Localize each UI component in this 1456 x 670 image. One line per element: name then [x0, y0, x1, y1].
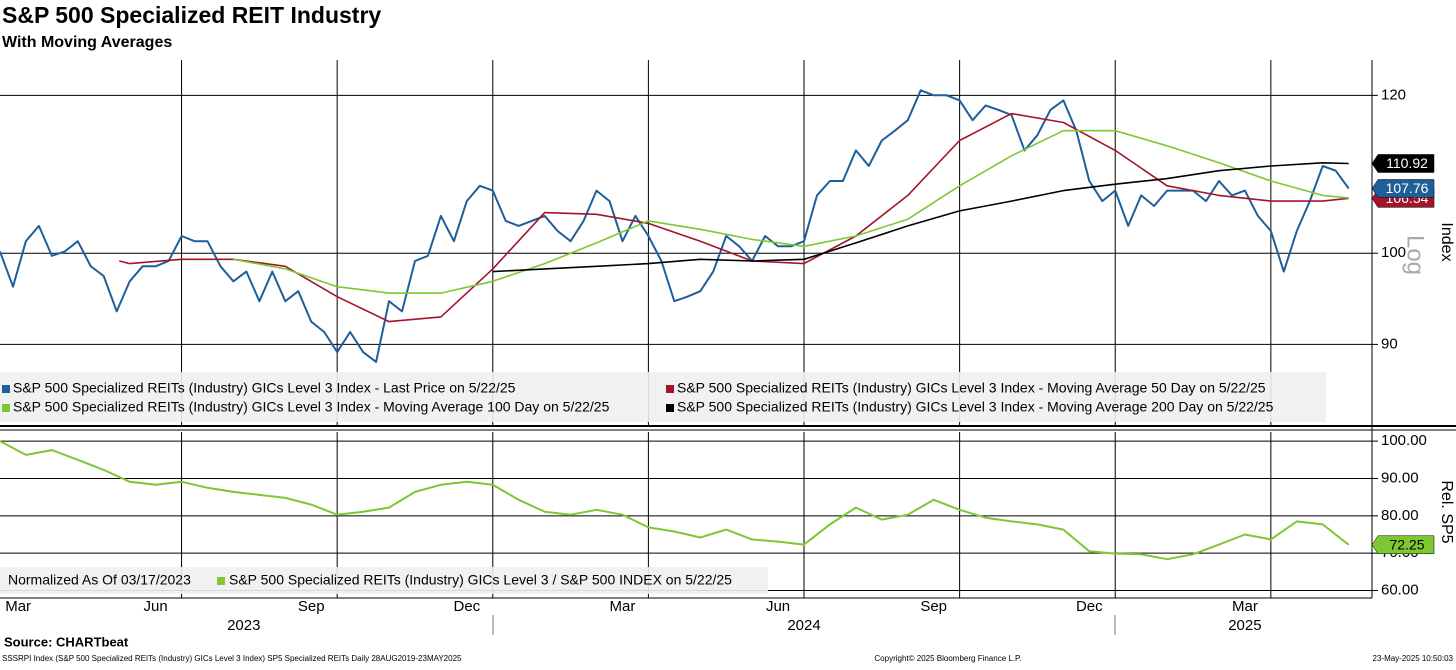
x-tick-label: Mar — [610, 598, 636, 615]
legend-label: S&P 500 Specialized REITs (Industry) GIC… — [677, 380, 1266, 396]
x-tick-label: Sep — [920, 598, 947, 615]
end-label: 110.92 — [1386, 155, 1428, 171]
end-label-box — [1371, 154, 1435, 173]
y-tick-label: 60.00 — [1381, 581, 1419, 598]
y-tick-label: 80.00 — [1381, 507, 1419, 524]
y-tick-label: 100.00 — [1381, 432, 1427, 449]
chart-title: S&P 500 Specialized REIT Industry — [2, 2, 381, 28]
series-line — [233, 129, 1349, 294]
x-tick-label: Dec — [1076, 598, 1103, 615]
x-tick-label: Dec — [453, 598, 480, 615]
series-line — [0, 89, 1350, 363]
legend-label: S&P 500 Specialized REITs (Industry) GIC… — [13, 399, 610, 415]
end-label: 72.25 — [1389, 536, 1424, 552]
end-label: 107.76 — [1386, 180, 1429, 196]
legend-box — [0, 372, 1326, 422]
legend-swatch — [666, 404, 674, 412]
x-tick-label: Sep — [298, 598, 325, 615]
legend-swatch — [666, 385, 674, 393]
log-scale-label: Log — [1402, 235, 1429, 275]
x-year-label: 2024 — [787, 617, 820, 634]
series-line — [0, 440, 1350, 561]
legend-label: S&P 500 Specialized REITs (Industry) GIC… — [229, 572, 732, 588]
y-axis-label: Index — [1438, 222, 1455, 261]
source: Source: CHARTbeat — [4, 634, 129, 649]
footer-left: SSSRPI Index (S&P 500 Specialized REITs … — [2, 654, 462, 663]
legend-label: S&P 500 Specialized REITs (Industry) GIC… — [13, 380, 516, 396]
x-tick-label: Mar — [5, 598, 31, 615]
legend-swatch — [2, 404, 10, 412]
footer-right: 23-May-2025 10:50:03 — [1373, 654, 1454, 663]
y-tick-label: 90.00 — [1381, 469, 1419, 486]
y-tick-label: 90 — [1381, 335, 1398, 352]
end-label-box — [1371, 535, 1435, 555]
legend-swatch — [217, 577, 225, 585]
footer-center: Copyright© 2025 Bloomberg Finance L.P. — [874, 654, 1021, 663]
legend-note: Normalized As Of 03/17/2023 — [8, 572, 191, 588]
y-tick-label: 120 — [1381, 86, 1406, 103]
x-year-label: 2025 — [1228, 617, 1261, 634]
x-tick-label: Jun — [144, 598, 168, 615]
legend-swatch — [2, 385, 10, 393]
chart-subtitle: With Moving Averages — [2, 34, 172, 51]
legend-box — [0, 567, 768, 594]
legend-label: S&P 500 Specialized REITs (Industry) GIC… — [677, 399, 1274, 415]
series-line — [492, 162, 1349, 273]
x-year-label: 2023 — [227, 617, 260, 634]
y-axis-label: Rel. SP5 — [1438, 480, 1455, 543]
end-label-box — [1371, 179, 1435, 198]
y-tick-label: 100 — [1381, 244, 1406, 261]
x-tick-label: Mar — [1232, 598, 1258, 615]
x-tick-label: Jun — [766, 598, 790, 615]
